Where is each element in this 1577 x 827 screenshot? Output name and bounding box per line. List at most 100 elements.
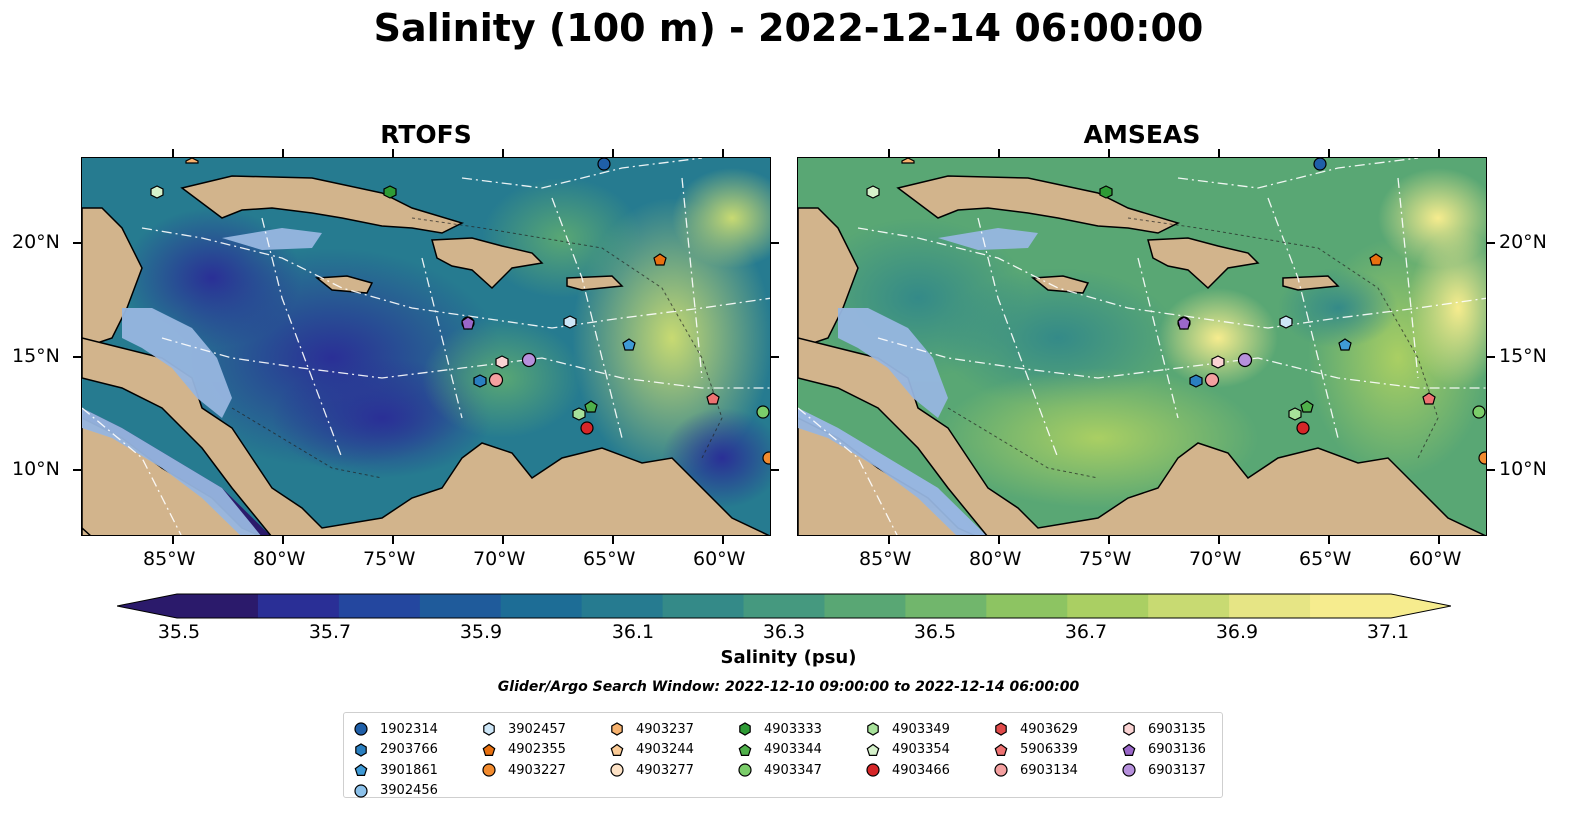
colorbar-extend-low <box>117 594 177 618</box>
colorbar <box>117 593 1451 619</box>
legend-pentagon-icon <box>1122 743 1136 756</box>
legend-item: 4903349 <box>866 719 950 740</box>
bathymetry-contours <box>947 217 1439 479</box>
legend-hexagon-icon <box>611 722 623 736</box>
legend-label: 6903136 <box>1148 742 1206 758</box>
legend-label: 4903333 <box>764 721 822 737</box>
legend-pentagon-icon <box>354 764 368 777</box>
legend-hexagon-icon <box>1123 722 1135 736</box>
legend-item: 4903237 <box>610 719 694 740</box>
legend-label: 3902457 <box>508 721 566 737</box>
colorbar-extend-high <box>1391 594 1451 618</box>
xtick-left-75w: 75°W <box>363 548 416 570</box>
colorbar-tick-35-9: 35.9 <box>459 621 503 643</box>
colorbar-segment <box>1148 594 1230 618</box>
legend-label: 4903244 <box>636 742 694 758</box>
land-mask <box>82 175 770 535</box>
legend-label: 5906339 <box>1020 742 1078 758</box>
ytick-left-15n: 15°N <box>12 345 60 367</box>
rtofs-map-canvas <box>82 158 770 535</box>
legend-label: 4903349 <box>892 721 950 737</box>
legend-pentagon-icon <box>738 743 752 756</box>
colorbar-label: Salinity (psu) <box>720 647 857 668</box>
legend-item: 4903354 <box>866 740 950 761</box>
legend-item: 4902355 <box>482 740 566 761</box>
xtick-left-65w: 65°W <box>583 548 636 570</box>
legend-pentagon-icon <box>610 743 624 756</box>
legend-item: 1902314 <box>354 719 438 740</box>
colorbar-tick-36-7: 36.7 <box>1064 621 1108 643</box>
legend-item: 5906339 <box>994 740 1078 761</box>
amseas-map-canvas <box>798 158 1486 535</box>
legend-pentagon-icon <box>482 743 496 756</box>
legend-circle-icon <box>738 763 752 777</box>
colorbar-tick-36-9: 36.9 <box>1215 621 1259 643</box>
shallow-water <box>82 228 322 535</box>
legend-item: 3902456 <box>354 781 438 802</box>
legend-circle-icon <box>482 763 496 777</box>
legend-item: 6903134 <box>994 760 1078 781</box>
xtick-right-85w: 85°W <box>859 548 912 570</box>
legend-hexagon-icon <box>483 722 495 736</box>
legend-column: 4903333 4903344 4903347 <box>738 719 822 781</box>
legend-column: 6903135 6903136 6903137 <box>1122 719 1206 781</box>
ytick-left-10n: 10°N <box>12 458 60 480</box>
ytick-right-20n: 20°N <box>1499 231 1547 253</box>
colorbar-segment <box>257 594 340 618</box>
colorbar-tick-36-1: 36.1 <box>611 621 655 643</box>
legend-circle-icon <box>610 763 624 777</box>
legend-label: 4903277 <box>636 762 694 778</box>
colorbar-segment <box>662 594 745 618</box>
legend-label: 4903227 <box>508 762 566 778</box>
legend-circle-icon <box>866 763 880 777</box>
shallow-water <box>798 228 1038 535</box>
legend-column: 4903237 4903244 4903277 <box>610 719 694 781</box>
colorbar-segment <box>581 594 664 618</box>
colorbar-segment <box>500 594 583 618</box>
colorbar-segment <box>905 594 987 618</box>
colorbar-segment <box>419 594 502 618</box>
xtick-right-80w: 80°W <box>969 548 1022 570</box>
legend-item: 4903277 <box>610 760 694 781</box>
colorbar-segment <box>1067 594 1149 618</box>
panel-title-amseas: AMSEAS <box>1083 120 1201 149</box>
legend-hexagon-icon <box>355 743 367 757</box>
legend-item: 6903137 <box>1122 760 1206 781</box>
legend-label: 4903354 <box>892 742 950 758</box>
legend-circle-icon <box>354 722 368 736</box>
legend-item: 6903136 <box>1122 740 1206 761</box>
legend-circle-icon <box>994 763 1008 777</box>
map-panel-amseas[interactable] <box>797 157 1487 536</box>
panel-title-rtofs: RTOFS <box>380 120 472 149</box>
legend-item: 4903347 <box>738 760 822 781</box>
xtick-left-60w: 60°W <box>693 548 746 570</box>
legend-item: 3902457 <box>482 719 566 740</box>
legend-item: 6903135 <box>1122 719 1206 740</box>
map-panel-rtofs[interactable] <box>81 157 771 536</box>
legend-column: 4903629 5906339 6903134 <box>994 719 1078 781</box>
legend-column: 1902314 2903766 3901861 3902456 <box>354 719 438 801</box>
legend-item: 4903629 <box>994 719 1078 740</box>
legend-item: 3901861 <box>354 760 438 781</box>
legend-label: 1902314 <box>380 721 438 737</box>
land-mask <box>798 175 1486 535</box>
legend-label: 6903134 <box>1020 762 1078 778</box>
legend-label: 3901861 <box>380 762 438 778</box>
legend-label: 4903347 <box>764 762 822 778</box>
colorbar-segment <box>743 594 825 618</box>
colorbar-segment <box>1229 594 1311 618</box>
xtick-left-85w: 85°W <box>143 548 196 570</box>
eez-boundaries <box>82 158 770 535</box>
legend-label: 6903137 <box>1148 762 1206 778</box>
legend-label: 2903766 <box>380 742 438 758</box>
bathymetry-contours <box>231 217 723 479</box>
legend-column: 4903349 4903354 4903466 <box>866 719 950 781</box>
colorbar-tick-35-5: 35.5 <box>157 621 201 643</box>
ytick-right-15n: 15°N <box>1499 345 1547 367</box>
xtick-right-75w: 75°W <box>1079 548 1132 570</box>
legend-item: 4903227 <box>482 760 566 781</box>
float-markers <box>866 158 1486 465</box>
legend-pentagon-icon <box>866 743 880 756</box>
xtick-right-70w: 70°W <box>1189 548 1242 570</box>
colorbar-outline <box>117 593 1451 619</box>
